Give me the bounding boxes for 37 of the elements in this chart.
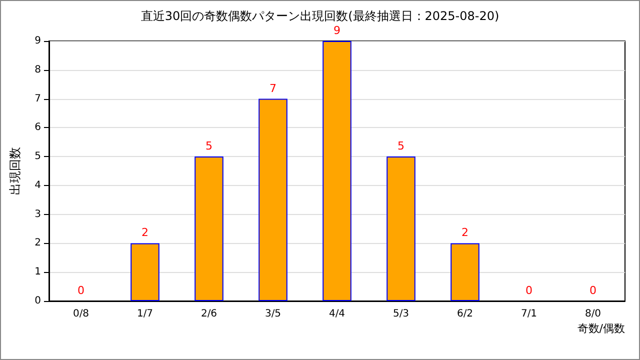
bar (322, 41, 352, 301)
data-label: 2 (462, 226, 468, 240)
bar (450, 243, 480, 301)
bar (386, 156, 416, 301)
bar (130, 243, 160, 301)
x-tick-label: 0/8 (72, 308, 90, 320)
x-tick-label: 2/6 (200, 308, 218, 320)
x-tick-label: 8/0 (584, 308, 602, 320)
y-tick-label: 5 (34, 151, 41, 162)
data-label: 0 (526, 284, 532, 297)
y-tick-label: 3 (34, 208, 41, 220)
x-tick-label: 1/7 (136, 308, 154, 320)
x-tick-label: 4/4 (328, 308, 346, 320)
y-tick-label: 9 (34, 36, 41, 46)
y-tick-label: 6 (34, 122, 41, 134)
bar (194, 156, 224, 301)
x-tick-label: 5/3 (392, 308, 410, 320)
x-axis-title: 奇数/偶数 (577, 322, 625, 335)
data-label: 9 (334, 24, 340, 37)
y-tick-label: 8 (34, 64, 41, 76)
data-label: 5 (206, 140, 212, 153)
bar (258, 98, 288, 301)
data-label: 2 (142, 226, 148, 240)
y-tick-label: 0 (34, 296, 41, 306)
x-tick-label: 7/1 (520, 308, 538, 320)
x-tick-label: 3/5 (264, 308, 282, 320)
data-label: 0 (78, 284, 84, 297)
y-tick-label: 7 (34, 93, 41, 104)
data-label: 5 (398, 140, 404, 153)
y-tick-label: 1 (34, 266, 41, 278)
chart-title: 直近30回の奇数偶数パターン出現回数(最終抽選日：2025-08-20) (140, 9, 500, 23)
data-label: 0 (590, 284, 596, 297)
y-axis-title: 出現回数 (8, 147, 22, 195)
y-tick-label: 2 (34, 238, 41, 249)
data-label: 7 (270, 82, 276, 95)
x-tick-label: 6/2 (456, 308, 474, 320)
y-tick-label: 4 (34, 180, 41, 191)
